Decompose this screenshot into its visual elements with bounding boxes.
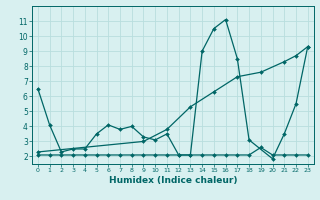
- X-axis label: Humidex (Indice chaleur): Humidex (Indice chaleur): [108, 176, 237, 185]
